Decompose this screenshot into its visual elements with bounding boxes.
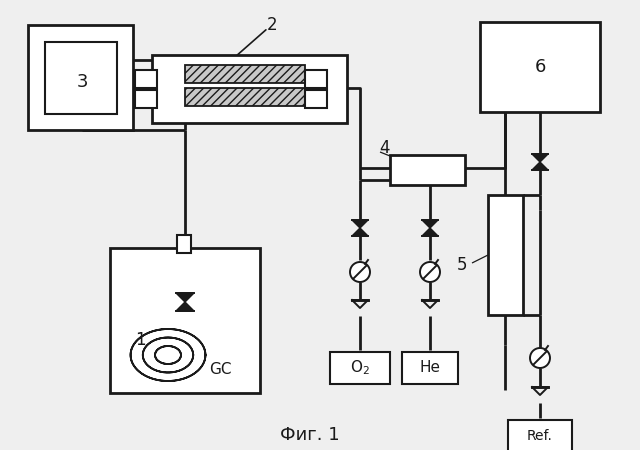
Bar xyxy=(110,248,260,393)
Bar xyxy=(330,352,390,384)
Bar xyxy=(305,90,327,108)
Bar xyxy=(185,88,305,106)
Polygon shape xyxy=(532,162,548,170)
Text: 5: 5 xyxy=(457,256,467,274)
Bar xyxy=(152,55,347,123)
Text: 3: 3 xyxy=(76,73,88,91)
Polygon shape xyxy=(352,220,368,228)
Bar xyxy=(177,235,191,253)
Bar xyxy=(508,420,572,450)
Text: 6: 6 xyxy=(534,58,546,76)
Polygon shape xyxy=(422,220,438,228)
Polygon shape xyxy=(176,302,194,311)
Text: Ref.: Ref. xyxy=(527,429,553,443)
Bar xyxy=(305,70,327,88)
Polygon shape xyxy=(422,228,438,236)
Bar xyxy=(390,155,465,185)
Bar xyxy=(135,90,157,108)
Text: GC: GC xyxy=(209,363,231,378)
Text: 4: 4 xyxy=(380,139,390,157)
Circle shape xyxy=(420,262,440,282)
Polygon shape xyxy=(532,154,548,162)
Circle shape xyxy=(530,348,550,368)
Text: O$_2$: O$_2$ xyxy=(350,359,370,378)
Bar xyxy=(185,65,305,83)
Text: 2: 2 xyxy=(267,16,277,34)
Bar xyxy=(135,70,157,88)
Circle shape xyxy=(350,262,370,282)
Text: Фиг. 1: Фиг. 1 xyxy=(280,426,340,444)
Polygon shape xyxy=(352,228,368,236)
Bar xyxy=(488,195,523,315)
Bar xyxy=(480,22,600,112)
Bar xyxy=(28,25,133,130)
Bar xyxy=(45,42,117,114)
Bar xyxy=(402,352,458,384)
Polygon shape xyxy=(176,293,194,302)
Text: 1: 1 xyxy=(134,331,145,349)
Text: He: He xyxy=(419,360,440,375)
